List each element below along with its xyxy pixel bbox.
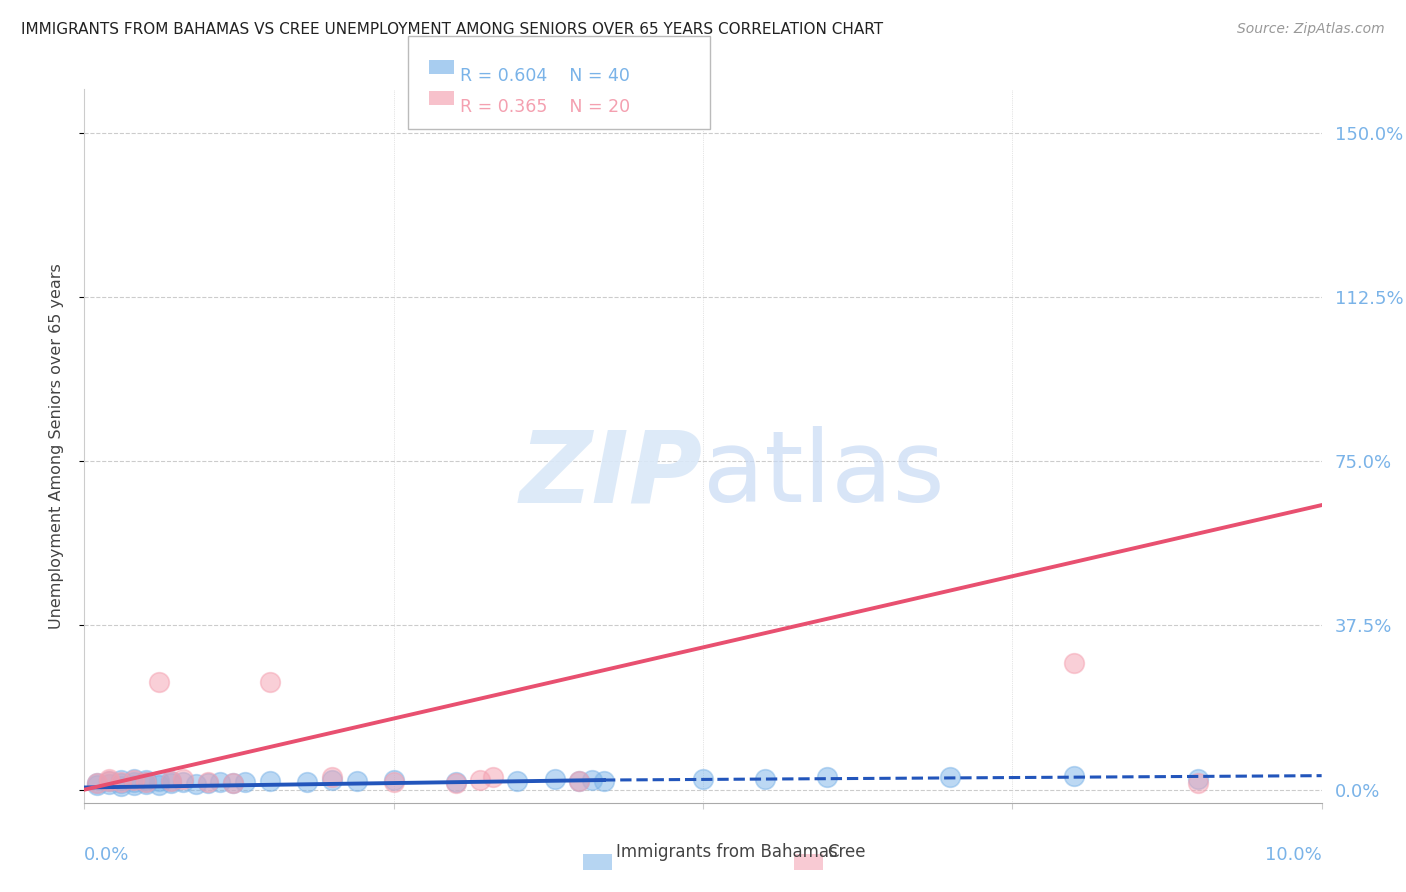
Point [86,776,108,790]
Text: Source: ZipAtlas.com: Source: ZipAtlas.com [1237,22,1385,37]
Point [184,777,207,791]
Point [160,776,183,790]
Point [160,773,183,788]
Point [98,773,121,788]
Point [122,778,145,792]
Point [295,774,318,789]
Point [98,772,121,786]
Point [222,776,245,790]
Point [444,776,467,790]
Point [197,776,219,790]
Point [135,772,157,787]
Point [1063,769,1085,783]
Point [568,773,591,788]
Text: atlas: atlas [703,426,945,523]
Point [815,771,838,785]
Point [470,772,492,787]
Point [86,776,108,790]
Point [122,772,145,787]
Point [209,774,232,789]
Point [148,773,170,788]
Point [382,774,405,789]
Text: Cree: Cree [827,843,865,861]
Point [382,772,405,787]
Point [98,777,121,791]
Text: ZIP: ZIP [520,426,703,523]
Point [135,774,157,789]
Point [1187,776,1209,790]
Point [346,773,368,788]
Point [233,774,256,789]
Text: 10.0%: 10.0% [1265,846,1322,863]
Point [122,774,145,789]
Point [135,777,157,791]
Point [568,773,591,788]
Point [593,773,616,788]
Text: Immigrants from Bahamas: Immigrants from Bahamas [616,843,838,861]
Point [581,772,603,787]
Text: R = 0.604    N = 40: R = 0.604 N = 40 [460,67,630,85]
Point [481,771,503,785]
Point [160,773,183,788]
Text: IMMIGRANTS FROM BAHAMAS VS CREE UNEMPLOYMENT AMONG SENIORS OVER 65 YEARS CORRELA: IMMIGRANTS FROM BAHAMAS VS CREE UNEMPLOY… [21,22,883,37]
Point [259,773,281,788]
Point [321,770,343,784]
Point [110,776,132,790]
Point [754,772,776,786]
Point [148,675,170,690]
Point [197,774,219,789]
Y-axis label: Unemployment Among Seniors over 65 years: Unemployment Among Seniors over 65 years [49,263,63,629]
Text: R = 0.365    N = 20: R = 0.365 N = 20 [460,98,630,116]
Point [172,772,194,786]
Point [1063,656,1085,670]
Point [110,774,132,789]
Point [172,774,194,789]
Point [506,773,529,788]
Text: 0.0%: 0.0% [84,846,129,863]
Point [110,772,132,787]
Point [98,773,121,788]
Point [939,770,962,784]
Point [148,778,170,792]
Point [692,772,714,786]
Point [222,776,245,790]
Point [321,772,343,787]
Point [543,772,565,786]
Point [122,772,145,786]
Point [86,778,108,792]
Point [259,675,281,690]
Point [135,774,157,789]
Point [110,779,132,793]
Point [444,774,467,789]
Point [1187,772,1209,786]
